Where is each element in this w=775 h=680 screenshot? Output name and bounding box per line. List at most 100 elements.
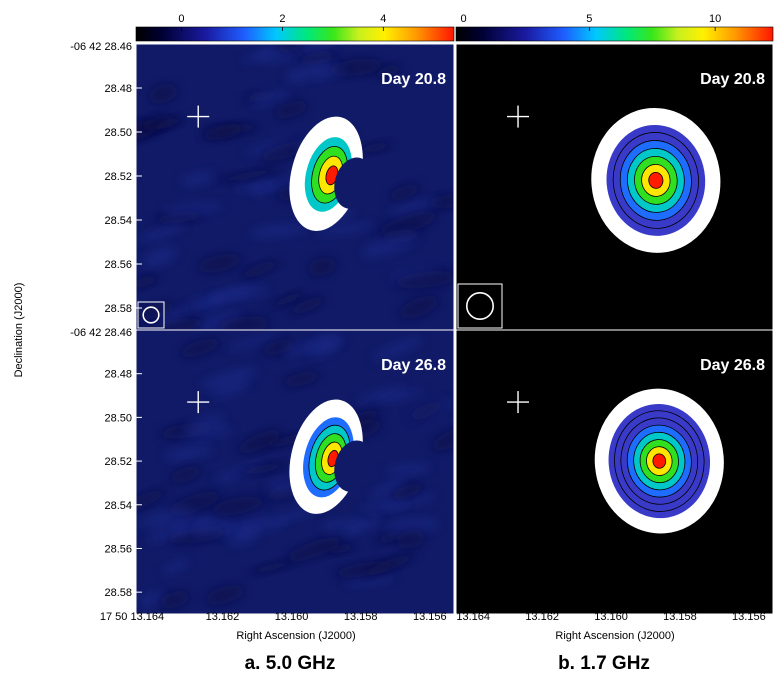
noise-patch [282, 371, 321, 387]
noise-patch [390, 483, 424, 500]
epoch-label: Day 20.8 [381, 71, 446, 88]
ra-tick-label: 13.158 [663, 611, 697, 623]
noise-patch [147, 523, 187, 543]
noise-patch [248, 560, 296, 575]
noise-patch [379, 211, 438, 236]
noise-patch [159, 591, 190, 609]
ra-tick-label: 13.162 [206, 611, 240, 623]
noise-patch [180, 338, 220, 358]
noise-patch [398, 295, 439, 319]
colorbar-1.7ghz: 0 5 10 [455, 13, 774, 42]
noise-patch [254, 49, 299, 63]
noise-patch [211, 496, 264, 516]
noise-patch [316, 222, 374, 236]
panel-frame [455, 329, 774, 615]
dec-tick-label: 28.56 [104, 543, 132, 555]
dec-tick-label: 28.58 [104, 303, 132, 315]
dec-tick-label: 28.58 [104, 587, 132, 599]
noise-patch [136, 302, 177, 324]
dec-prefix-label: -06 42 28.46 [70, 327, 132, 339]
noise-patch [142, 318, 205, 330]
noise-patch [210, 382, 250, 399]
noise-patch [385, 517, 439, 535]
colorbar-tick-label: 0 [460, 13, 466, 25]
noise-patch [136, 490, 167, 515]
caption-1.7ghz: b. 1.7 GHz [558, 653, 650, 674]
y-axis-label: Declination (J2000) [13, 283, 25, 378]
noise-patch [163, 202, 224, 217]
noise-patch [384, 463, 432, 476]
noise-patch [274, 100, 308, 119]
beam-ellipse [465, 291, 494, 320]
dec-tick-label: 28.48 [104, 83, 132, 95]
noise-patch [314, 67, 346, 81]
noise-patch [238, 518, 288, 536]
noise-patch [369, 480, 406, 500]
source-contour [652, 453, 667, 469]
noise-patch [360, 553, 416, 578]
noise-patch [387, 198, 438, 215]
noise-patch [249, 88, 290, 106]
noise-patch [427, 194, 454, 209]
noise-patch [374, 65, 402, 78]
colorbar-tick-label: 5 [586, 13, 592, 25]
noise-patch [197, 253, 242, 273]
colorbar-tick-label: 0 [178, 13, 184, 25]
dec-prefix-label: -06 42 28.46 [70, 41, 132, 53]
noise-patch [194, 519, 233, 536]
colorbar-5ghz: 0 2 4 [135, 13, 455, 42]
noise-patch [148, 116, 186, 131]
noise-patch [307, 257, 337, 277]
radio-source [289, 116, 373, 232]
dec-tick-label: 28.52 [104, 456, 132, 468]
noise-patch [270, 290, 306, 308]
noise-patch [306, 338, 339, 358]
image-panels: Day 20.8 Day 20.8 Day 26.8 Day 26.8 [135, 43, 774, 615]
noise-patch [358, 142, 392, 154]
beam-box [137, 301, 165, 329]
noise-patch [298, 51, 336, 66]
dec-tick-label: 28.54 [104, 500, 132, 512]
noise-patch [283, 342, 313, 356]
noise-patch [217, 515, 270, 536]
source-contour [648, 172, 664, 189]
colorbar-5ghz-gradient [135, 26, 455, 42]
noise-patch [200, 367, 257, 391]
noise-patch [136, 275, 159, 289]
noise-patch [355, 385, 407, 404]
noise-patch [371, 337, 424, 361]
noise-patch [198, 310, 242, 330]
noise-patch [408, 401, 444, 421]
panel-1.7ghz-day26: Day 26.8 [455, 329, 774, 615]
noise-patch [158, 308, 187, 324]
radio-source [591, 107, 721, 253]
colorbar-tick-label: 4 [380, 13, 386, 25]
noise-patch [226, 333, 282, 351]
dec-tick-label: 28.50 [104, 412, 132, 424]
right-ascension-axis: 17 50 13.164 13.162 13.160 13.158 13.156 13.1… [100, 611, 766, 623]
noise-patch [161, 559, 190, 575]
noise-patch [285, 58, 334, 84]
ra-prefix-label: 17 50 13.164 [100, 611, 164, 623]
radio-source [594, 388, 724, 534]
noise-patch [276, 44, 308, 53]
noise-patch [169, 466, 202, 483]
caption-5ghz: a. 5.0 GHz [245, 653, 336, 674]
noise-patch [289, 296, 326, 315]
ra-tick-label: 13.156 [732, 611, 766, 623]
declination-axis: -06 42 28.46 28.48 28.50 28.52 28.54 28.56 28.… [70, 41, 142, 599]
dec-tick-label: 28.54 [104, 215, 132, 227]
epoch-label: Day 26.8 [381, 357, 446, 374]
dec-tick-label: 28.48 [104, 369, 132, 381]
crescent-cutout [334, 440, 373, 492]
noise-patch [237, 429, 282, 454]
dec-tick-label: 28.52 [104, 171, 132, 183]
noise-patch [248, 223, 308, 238]
noise-patch [345, 573, 394, 586]
colorbar-1.7ghz-gradient [455, 26, 774, 42]
noise-patch [218, 316, 271, 330]
ra-tick-label: 13.156 [413, 611, 447, 623]
ra-tick-label: 13.160 [275, 611, 309, 623]
noise-patch [394, 271, 454, 289]
